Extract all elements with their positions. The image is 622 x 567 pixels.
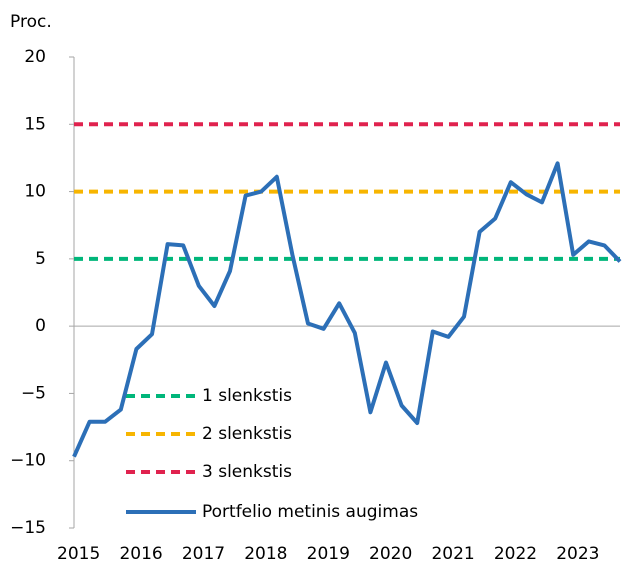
- x-tick-label: 2016: [119, 544, 162, 564]
- x-tick-label: 2022: [494, 544, 537, 564]
- x-tick-label: 2021: [431, 544, 474, 564]
- y-tick-label: 10: [24, 182, 46, 202]
- x-tick-label: 2015: [57, 544, 100, 564]
- x-tick-label: 2019: [307, 544, 350, 564]
- y-tick-label: −10: [10, 451, 46, 471]
- y-tick-label: −5: [21, 383, 46, 403]
- x-tick-label: 2023: [556, 544, 599, 564]
- x-tick-label: 2018: [244, 544, 287, 564]
- legend-label: 2 slenkstis: [202, 424, 292, 444]
- x-tick-label: 2017: [182, 544, 225, 564]
- legend-label: Portfelio metinis augimas: [202, 502, 418, 522]
- y-tick-label: 0: [35, 316, 46, 336]
- y-tick-label: 15: [24, 114, 46, 134]
- y-tick-label: 20: [24, 47, 46, 67]
- y-tick-label: 5: [35, 249, 46, 269]
- legend-label: 1 slenkstis: [202, 386, 292, 406]
- data-line: [72, 161, 622, 458]
- y-tick-label: −15: [10, 518, 46, 538]
- y-axis-label: Proc.: [10, 12, 52, 32]
- x-tick-label: 2020: [369, 544, 412, 564]
- legend-label: 3 slenkstis: [202, 462, 292, 482]
